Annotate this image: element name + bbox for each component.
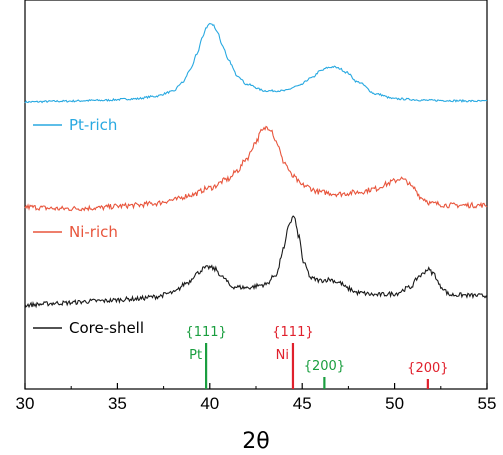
reference-label: {200} <box>304 359 345 374</box>
reference-phase-label: Pt <box>189 348 202 363</box>
x-axis-label: 2θ <box>242 429 269 454</box>
series-line-pt-rich <box>24 22 488 104</box>
series-line-ni-rich <box>24 125 488 212</box>
reference-label: {111} <box>272 325 313 340</box>
x-tick-label: 30 <box>16 394 35 413</box>
reference-label: {111} <box>185 325 226 340</box>
x-tick-label: 40 <box>200 394 219 413</box>
legend-label: Core-shell <box>69 319 144 337</box>
legend-label: Pt-rich <box>69 116 117 134</box>
reference-phase-label: Ni <box>276 348 289 363</box>
reference-lines: {111} Pt {111} Ni {200} {200} <box>185 325 449 389</box>
x-tick-label: 45 <box>293 394 312 413</box>
x-axis-ticks: 30 35 40 45 50 55 <box>16 383 497 413</box>
x-tick-label: 50 <box>385 394 404 413</box>
series-layer <box>24 22 488 309</box>
reference-label: {200} <box>407 361 448 376</box>
legend-label: Ni-rich <box>69 223 118 241</box>
x-tick-label: 35 <box>108 394 127 413</box>
series-line-core-shell <box>24 215 488 309</box>
x-tick-label: 55 <box>478 394 497 413</box>
legend: Pt-rich Ni-rich Core-shell <box>33 116 144 337</box>
